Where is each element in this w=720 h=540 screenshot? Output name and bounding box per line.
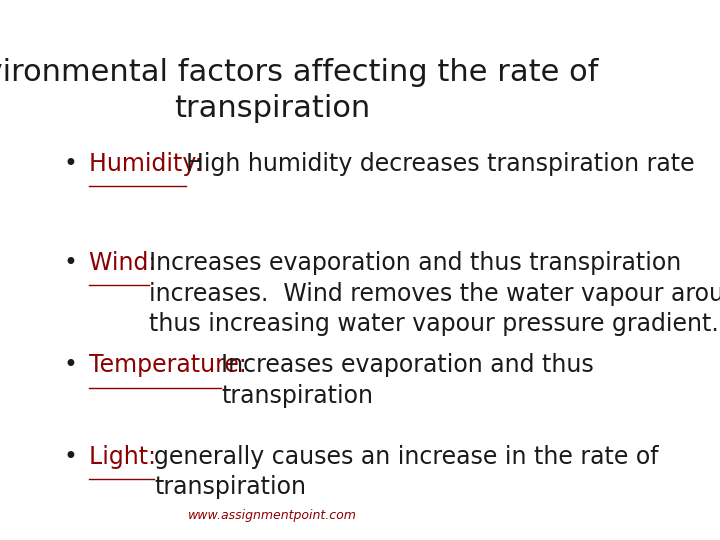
Text: Humidity:: Humidity:	[89, 152, 210, 176]
Text: High humidity decreases transpiration rate: High humidity decreases transpiration ra…	[186, 152, 694, 176]
Text: www.assignmentpoint.com: www.assignmentpoint.com	[187, 510, 356, 523]
Text: •: •	[64, 353, 78, 377]
Text: •: •	[64, 251, 78, 275]
Text: Increases evaporation and thus transpiration
increases.  Wind removes the water : Increases evaporation and thus transpira…	[148, 251, 720, 336]
Text: Wind:: Wind:	[89, 251, 163, 275]
Text: Increases evaporation and thus
transpiration: Increases evaporation and thus transpira…	[221, 353, 594, 408]
Text: Environmental factors affecting the rate of
transpiration: Environmental factors affecting the rate…	[0, 58, 598, 123]
Text: Temperature:: Temperature:	[89, 353, 254, 377]
Text: •: •	[64, 444, 78, 469]
Text: generally causes an increase in the rate of
transpiration: generally causes an increase in the rate…	[155, 444, 659, 500]
Text: Light:: Light:	[89, 444, 171, 469]
Text: •: •	[64, 152, 78, 176]
